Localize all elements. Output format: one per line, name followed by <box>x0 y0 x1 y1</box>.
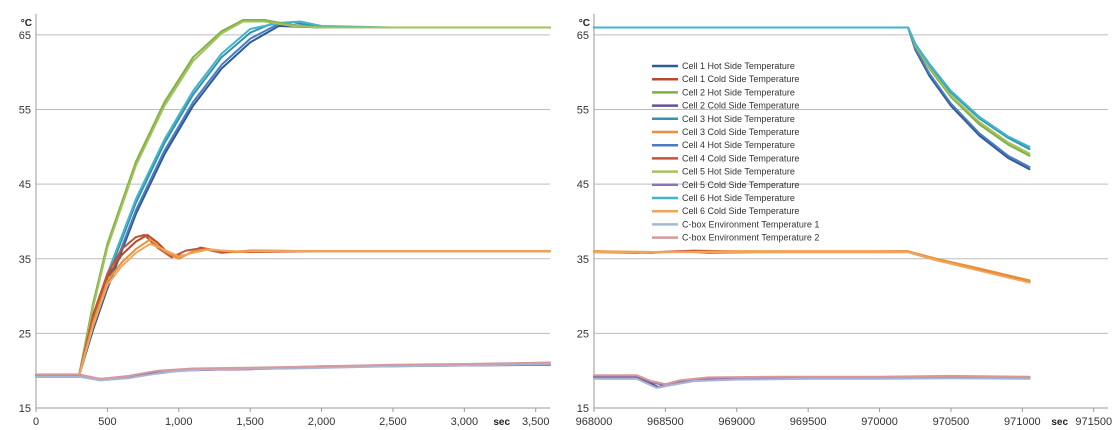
x-tick-label: 969000 <box>718 416 755 428</box>
legend-label: Cell 1 Hot Side Temperature <box>682 61 795 71</box>
legend-label: Cell 2 Hot Side Temperature <box>682 87 795 97</box>
y-tick-label: 55 <box>19 105 31 117</box>
x-tick-label: 3,000 <box>451 416 479 428</box>
series-line-c2hot <box>35 19 551 378</box>
legend-label: C-box Environment Temperature 2 <box>682 233 819 243</box>
y-tick-label: 25 <box>577 328 589 340</box>
legend-label: Cell 6 Hot Side Temperature <box>682 193 795 203</box>
x-tick-label: 1,000 <box>165 416 193 428</box>
legend-label: Cell 6 Cold Side Temperature <box>682 206 799 216</box>
legend-item: Cell 6 Hot Side Temperature <box>652 193 795 203</box>
x-tick-label: 3,500 <box>522 416 550 428</box>
legend: Cell 1 Hot Side Temperature Cell 1 Cold S… <box>652 61 819 243</box>
series-line-c1hot <box>593 26 1031 171</box>
x-unit-label: sec <box>1051 417 1068 428</box>
y-tick-label: 55 <box>577 105 589 117</box>
x-tick-label: 500 <box>98 416 116 428</box>
y-tick-label: 15 <box>19 403 31 415</box>
series-line-c6hot <box>593 26 1031 148</box>
x-tick-label: 970500 <box>933 416 970 428</box>
x-tick-label: 971500 <box>1075 416 1112 428</box>
legend-label: Cell 4 Cold Side Temperature <box>682 153 799 163</box>
legend-label: Cell 3 Cold Side Temperature <box>682 127 799 137</box>
x-tick-label: 1,500 <box>236 416 264 428</box>
x-tick-label: 0 <box>33 416 39 428</box>
y-tick-label: 45 <box>19 179 31 191</box>
legend-item: Cell 2 Cold Side Temperature <box>652 101 799 111</box>
legend-item: Cell 6 Cold Side Temperature <box>652 206 799 216</box>
x-tick-label: 968000 <box>576 416 613 428</box>
legend-item: Cell 1 Hot Side Temperature <box>652 61 795 71</box>
series-line-c5hot <box>35 20 551 378</box>
series-line-env2 <box>593 374 1031 386</box>
series-line-c6cold <box>593 251 1031 284</box>
legend-item: Cell 3 Cold Side Temperature <box>652 127 799 137</box>
series-line-c6cold <box>35 242 551 378</box>
x-tick-label: 970000 <box>861 416 898 428</box>
legend-item: Cell 2 Hot Side Temperature <box>652 87 795 97</box>
series-line-c4hot <box>35 22 551 378</box>
series-line-env1 <box>35 363 551 382</box>
chart-panel-1: 15 25 35 45 55 65 0 500 1,000 1,500 2,000 2,500 3,00… <box>19 14 551 428</box>
y-tick-label: 25 <box>19 328 31 340</box>
legend-label: Cell 5 Hot Side Temperature <box>682 167 795 177</box>
legend-item: Cell 4 Cold Side Temperature <box>652 153 799 163</box>
y-tick-label: 65 <box>577 30 589 42</box>
series-line-c3cold <box>593 250 1031 282</box>
series-line-c5hot <box>593 26 1031 155</box>
legend-item: Cell 5 Hot Side Temperature <box>652 167 795 177</box>
y-tick-label: 45 <box>577 179 589 191</box>
y-unit-label: °C <box>579 18 590 29</box>
y-tick-label: 15 <box>577 403 589 415</box>
series-line-env1 <box>593 377 1031 389</box>
legend-label: Cell 1 Cold Side Temperature <box>682 74 799 84</box>
x-tick-label: 2,000 <box>308 416 336 428</box>
y-tick-label: 65 <box>19 30 31 42</box>
x-tick-label: 969500 <box>790 416 827 428</box>
chart-panel-2: 15 25 35 45 55 65 968000 968500 969000 969500 9700… <box>576 14 1112 428</box>
legend-label: Cell 4 Hot Side Temperature <box>682 140 795 150</box>
legend-item: Cell 1 Cold Side Temperature <box>652 74 799 84</box>
series-line-c1hot <box>35 25 551 378</box>
x-tick-label: 968500 <box>647 416 684 428</box>
y-tick-label: 35 <box>577 254 589 266</box>
series-line-c6hot <box>35 20 551 378</box>
legend-item: Cell 5 Cold Side Temperature <box>652 180 799 190</box>
y-tick-label: 35 <box>19 254 31 266</box>
legend-item: Cell 4 Hot Side Temperature <box>652 140 795 150</box>
series-line-env2 <box>35 361 551 380</box>
series-line-c3hot <box>35 21 551 378</box>
y-unit-label: °C <box>21 18 32 29</box>
legend-item: Cell 3 Hot Side Temperature <box>652 114 795 124</box>
legend-label: Cell 3 Hot Side Temperature <box>682 114 795 124</box>
legend-label: Cell 2 Cold Side Temperature <box>682 101 799 111</box>
legend-item: C-box Environment Temperature 1 <box>652 219 819 229</box>
x-tick-label: 971000 <box>1004 416 1041 428</box>
x-tick-label: 2,500 <box>379 416 407 428</box>
legend-item: C-box Environment Temperature 2 <box>652 233 819 243</box>
x-unit-label: sec <box>493 417 510 428</box>
legend-label: Cell 5 Cold Side Temperature <box>682 180 799 190</box>
legend-label: C-box Environment Temperature 1 <box>682 219 819 229</box>
